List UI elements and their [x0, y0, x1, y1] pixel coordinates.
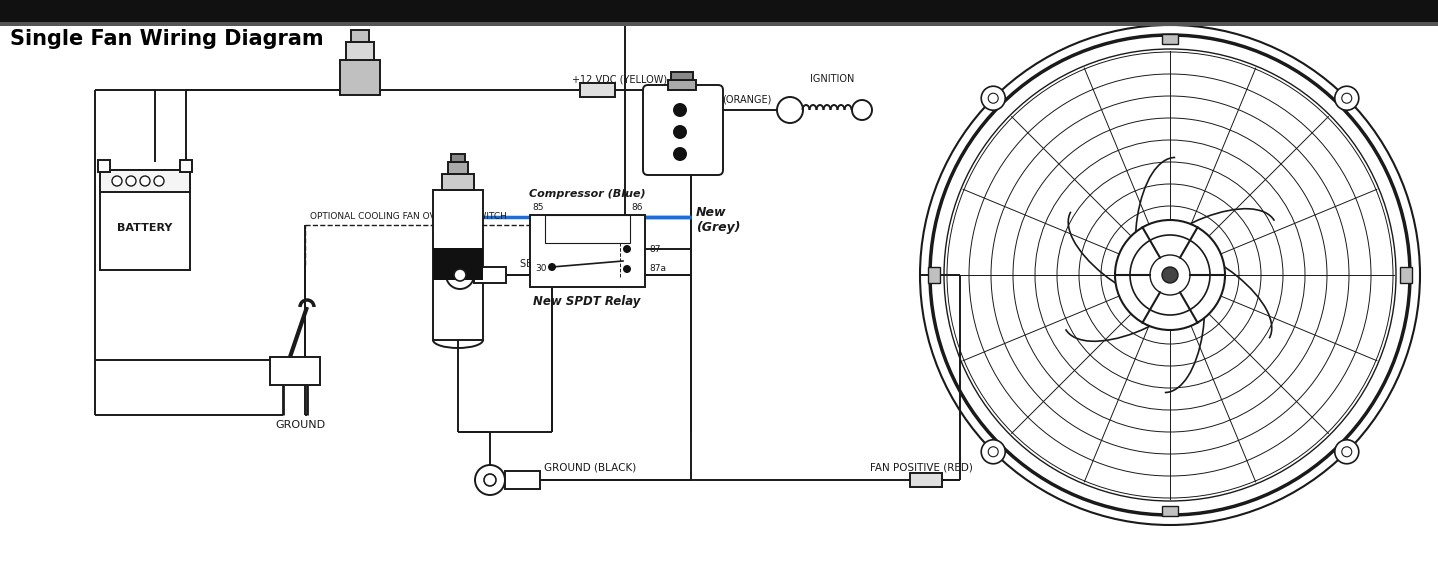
Text: 30 AMP FUSE MAXIMUM: 30 AMP FUSE MAXIMUM	[302, 5, 418, 15]
Circle shape	[673, 125, 687, 139]
Circle shape	[988, 93, 998, 103]
Text: 86: 86	[631, 203, 643, 212]
Bar	[101, 170, 190, 270]
Text: SENDING UNIT (GREY): SENDING UNIT (GREY)	[521, 259, 628, 269]
Circle shape	[988, 447, 998, 457]
Text: IGNITION: IGNITION	[810, 74, 854, 84]
Circle shape	[154, 176, 164, 186]
Circle shape	[1342, 447, 1352, 457]
Circle shape	[673, 103, 687, 117]
Text: -: -	[102, 155, 106, 168]
Text: New
(Grey): New (Grey)	[696, 206, 741, 234]
Circle shape	[1334, 86, 1359, 110]
Circle shape	[1334, 440, 1359, 464]
Circle shape	[1130, 235, 1209, 315]
Bar	[441, 174, 475, 190]
Text: Compressor (Blue): Compressor (Blue)	[529, 189, 646, 199]
Bar	[669, 80, 696, 90]
Bar	[1162, 34, 1178, 44]
Text: COIL: COIL	[577, 224, 597, 234]
Circle shape	[112, 176, 122, 186]
Text: I: I	[788, 105, 791, 115]
Text: (ORANGE): (ORANGE)	[722, 95, 772, 105]
Text: 87: 87	[649, 245, 660, 253]
Bar	[545, 215, 630, 243]
Circle shape	[851, 100, 871, 120]
Circle shape	[1150, 255, 1191, 295]
Text: +: +	[181, 155, 191, 168]
Circle shape	[548, 263, 557, 271]
Bar	[180, 160, 193, 172]
Bar	[505, 471, 541, 489]
Circle shape	[475, 465, 505, 495]
Bar	[1162, 506, 1178, 516]
Bar	[347, 42, 374, 60]
Bar	[580, 83, 615, 97]
FancyBboxPatch shape	[643, 85, 723, 175]
Text: 30: 30	[535, 264, 546, 273]
Circle shape	[623, 245, 631, 253]
Text: 85: 85	[532, 203, 544, 212]
Circle shape	[920, 25, 1419, 525]
Text: +12 VDC (YELLOW): +12 VDC (YELLOW)	[572, 74, 667, 84]
Bar	[531, 215, 646, 287]
Bar	[449, 162, 467, 174]
Bar	[433, 190, 483, 340]
Text: New SPDT Relay: New SPDT Relay	[533, 295, 641, 308]
Text: FAN POSITIVE (RED): FAN POSITIVE (RED)	[870, 462, 974, 472]
Circle shape	[127, 176, 137, 186]
Bar	[910, 473, 942, 487]
Circle shape	[1114, 220, 1225, 330]
Bar	[101, 170, 190, 192]
Text: 87a: 87a	[649, 264, 666, 273]
Text: OPTIONAL COOLING FAN OVERRIDE SWITCH: OPTIONAL COOLING FAN OVERRIDE SWITCH	[311, 212, 506, 221]
Circle shape	[943, 49, 1396, 501]
Text: GROUND (BLACK): GROUND (BLACK)	[544, 462, 636, 472]
Bar	[475, 267, 506, 283]
Bar	[672, 72, 693, 80]
Text: Single Fan Wiring Diagram: Single Fan Wiring Diagram	[10, 29, 324, 49]
Bar	[433, 248, 483, 280]
Bar	[928, 267, 940, 283]
Circle shape	[981, 86, 1005, 110]
Circle shape	[981, 440, 1005, 464]
Circle shape	[454, 269, 466, 281]
Bar	[0, 22, 1438, 26]
Circle shape	[777, 97, 802, 123]
Bar	[270, 357, 321, 385]
Circle shape	[1342, 93, 1352, 103]
Text: GROUND: GROUND	[275, 420, 325, 430]
Bar	[0, 0, 1438, 22]
Circle shape	[623, 265, 631, 273]
Text: BATTERY: BATTERY	[118, 223, 173, 233]
Circle shape	[930, 35, 1411, 515]
Bar	[1401, 267, 1412, 283]
Circle shape	[673, 147, 687, 161]
Circle shape	[446, 261, 475, 289]
Bar	[452, 154, 464, 162]
Bar	[98, 160, 109, 172]
Circle shape	[485, 474, 496, 486]
Bar	[351, 30, 370, 42]
Circle shape	[139, 176, 150, 186]
Circle shape	[1162, 267, 1178, 283]
Bar	[339, 60, 380, 95]
